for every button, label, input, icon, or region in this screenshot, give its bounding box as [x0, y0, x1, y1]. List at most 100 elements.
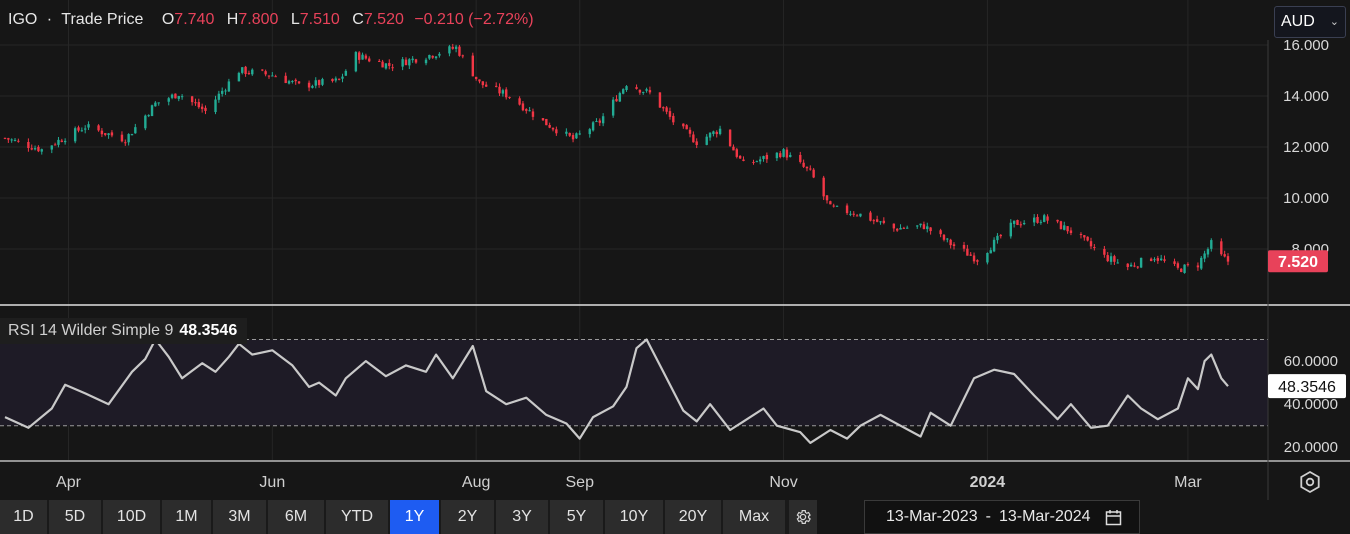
range-button-6m[interactable]: 6M [268, 500, 326, 534]
candle-body [1009, 222, 1013, 237]
candle-body [414, 59, 418, 63]
candle-body [424, 59, 428, 64]
candle-body [1156, 258, 1160, 261]
candle-body [1200, 257, 1203, 269]
candle-body [33, 148, 37, 150]
range-button-20y[interactable]: 20Y [665, 500, 723, 534]
candle-body [267, 75, 271, 77]
range-button-1m[interactable]: 1M [162, 500, 213, 534]
series-name: Trade Price [61, 11, 144, 28]
ohlc-low: 7.510 [299, 11, 340, 28]
candle-body [180, 96, 184, 98]
candle-body [1036, 216, 1039, 223]
candle-body [314, 80, 317, 86]
candle-body [829, 201, 832, 205]
range-button-5d[interactable]: 5D [49, 500, 103, 534]
candle-body [1203, 253, 1206, 259]
candle-body [170, 94, 174, 98]
candle-body [805, 166, 809, 169]
candle-body [742, 159, 745, 161]
range-button-10d[interactable]: 10D [103, 500, 162, 534]
candle-body [97, 125, 100, 131]
candle-body [361, 54, 364, 60]
chart-settings-icon[interactable] [1297, 469, 1323, 495]
candle-body [434, 56, 438, 59]
candle-body [688, 129, 692, 134]
candle-body [919, 223, 922, 226]
candle-body [902, 227, 906, 229]
candle-body [852, 213, 855, 215]
candle-body [1079, 234, 1083, 236]
currency-select[interactable]: AUD ⌄ [1274, 6, 1346, 38]
range-button-1d[interactable]: 1D [0, 500, 49, 534]
candle-body [802, 162, 805, 167]
candle-body [645, 89, 648, 91]
candle-body [291, 80, 294, 82]
ohlc-low-label: L [290, 11, 300, 28]
x-tick-label: Jun [259, 474, 285, 491]
range-button-1y[interactable]: 1Y [390, 500, 441, 534]
candle-body [1136, 266, 1139, 268]
price-grid [0, 0, 1268, 460]
candle-body [1066, 226, 1069, 232]
candle-body [809, 168, 812, 170]
candle-body [17, 140, 20, 142]
candle-body [588, 129, 591, 135]
range-button-max[interactable]: Max [723, 500, 787, 534]
candle-body [1133, 265, 1136, 267]
candle-body [595, 121, 598, 123]
candle-body [331, 78, 334, 82]
rsi-tick-label: 20.0000 [1284, 439, 1338, 456]
candle-body [501, 90, 505, 94]
candle-body [952, 244, 956, 246]
candle-body [638, 89, 642, 93]
range-button-5y[interactable]: 5Y [550, 500, 605, 534]
candle-body [1180, 268, 1183, 273]
candle-body [451, 46, 454, 49]
ohlc-close-label: C [352, 11, 364, 28]
candle-body [668, 111, 672, 117]
candle-body [916, 225, 919, 227]
candle-body [358, 52, 361, 60]
candle-body [705, 136, 708, 145]
candle-body [10, 139, 13, 141]
date-range[interactable]: 13-Mar-2023 - 13-Mar-2024 [864, 500, 1140, 534]
candle-body [1089, 241, 1093, 247]
range-button-10y[interactable]: 10Y [605, 500, 665, 534]
x-tick-label: Sep [566, 474, 595, 491]
gear-icon[interactable] [787, 500, 817, 534]
candle-body [1043, 215, 1046, 222]
candle-body [1163, 259, 1166, 261]
candle-body [80, 130, 84, 132]
candle-body [274, 76, 277, 78]
candle-body [481, 81, 485, 86]
candle-body [618, 93, 622, 102]
rsi-tick-label: 60.0000 [1284, 353, 1338, 370]
candle-body [1106, 255, 1109, 262]
candle-body [832, 205, 835, 207]
candle-body [989, 250, 992, 254]
candle-body [929, 227, 932, 232]
candle-body [311, 85, 314, 88]
candle-body [401, 59, 404, 67]
range-button-ytd[interactable]: YTD [326, 500, 390, 534]
calendar-icon[interactable] [1105, 509, 1122, 526]
candle-body [875, 219, 879, 222]
range-button-3y[interactable]: 3Y [496, 500, 550, 534]
candle-body [334, 78, 338, 81]
range-button-2y[interactable]: 2Y [441, 500, 496, 534]
candle-body [972, 255, 976, 262]
candle-body [672, 115, 675, 123]
candle-body [317, 80, 321, 86]
candle-body [765, 154, 769, 160]
candle-body [174, 93, 177, 99]
candle-body [127, 134, 130, 143]
range-button-3m[interactable]: 3M [213, 500, 268, 534]
candle-body [220, 90, 224, 94]
candle-body [1226, 256, 1230, 262]
candle-body [495, 85, 498, 87]
candle-body [474, 76, 478, 79]
candle-body [247, 72, 251, 74]
candle-body [431, 55, 434, 58]
